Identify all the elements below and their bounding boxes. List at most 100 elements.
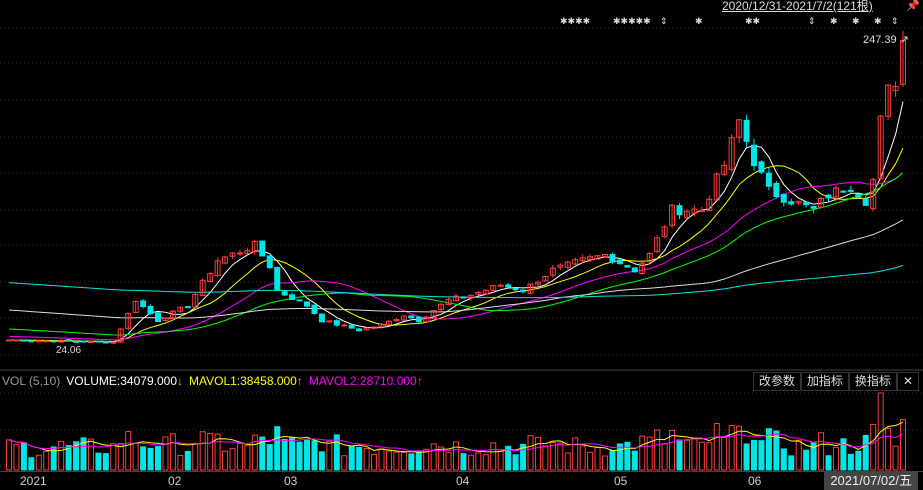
- volume-bar: [244, 444, 251, 471]
- volume-bar: [706, 442, 713, 471]
- date-range-link[interactable]: 2020/12/31-2021/7/2(121根): [722, 0, 873, 13]
- volume-bar: [475, 452, 482, 471]
- candle: [333, 320, 340, 326]
- volume-bar: [333, 434, 340, 471]
- candle: [721, 164, 728, 175]
- volume-bar: [73, 441, 80, 471]
- indicator-name[interactable]: VOL (5,10): [2, 374, 61, 388]
- candle: [527, 283, 534, 294]
- volume-bar: [438, 446, 445, 471]
- event-mark[interactable]: ✱: [852, 16, 860, 26]
- ma10-line: [8, 147, 904, 343]
- add-indicator-button[interactable]: 加指标: [800, 372, 849, 391]
- volume-bar: [691, 437, 698, 471]
- volume-bar: [505, 445, 512, 471]
- volume-bar: [177, 455, 184, 471]
- candle: [572, 259, 579, 265]
- volume-bar: [296, 441, 303, 471]
- candle: [117, 328, 124, 343]
- candle: [534, 281, 541, 285]
- event-mark[interactable]: ✱✱✱✱✱: [613, 16, 651, 26]
- candle: [765, 172, 772, 187]
- volume-bar: [832, 446, 839, 471]
- candle: [73, 340, 80, 343]
- volume-bar: [259, 436, 266, 471]
- candle: [691, 208, 698, 214]
- event-mark[interactable]: ⇕: [660, 16, 668, 26]
- volume-value: VOLUME:34079.000↓: [66, 374, 183, 388]
- candle: [669, 204, 676, 226]
- volume-bar: [624, 441, 631, 471]
- volume-bar: [736, 425, 743, 471]
- axis-label: 02: [168, 474, 182, 488]
- mavol2-value: MAVOL2:28710.000↑: [308, 374, 423, 388]
- candle: [80, 340, 87, 343]
- volume-bar: [289, 437, 296, 471]
- volume-bar: [631, 450, 638, 471]
- pin-icon[interactable]: 📌: [906, 0, 920, 12]
- candle: [58, 339, 65, 343]
- volume-bar: [415, 451, 422, 471]
- close-icon[interactable]: ✕: [896, 372, 919, 391]
- event-mark[interactable]: ✱✱✱✱: [560, 16, 591, 26]
- candle: [818, 197, 825, 208]
- volume-bar: [311, 440, 318, 471]
- candle: [95, 340, 102, 343]
- volume-bar: [43, 450, 50, 471]
- volume-bar: [788, 455, 795, 471]
- candle: [460, 296, 467, 299]
- candle: [408, 315, 415, 319]
- volume-bar: [393, 451, 400, 471]
- candle: [616, 259, 623, 265]
- candle: [28, 340, 35, 343]
- axis-label: 2021: [20, 474, 47, 488]
- candle: [214, 260, 221, 277]
- volume-bar: [222, 450, 229, 471]
- candle: [236, 252, 243, 255]
- candle: [371, 326, 378, 329]
- volume-bar: [371, 453, 378, 471]
- candle: [385, 320, 392, 326]
- volume-bar: [80, 437, 87, 471]
- volume-bar: [117, 442, 124, 471]
- candle: [549, 267, 556, 276]
- switch-indicator-button[interactable]: 换指标: [848, 372, 897, 391]
- volume-bar: [378, 448, 385, 471]
- candle: [445, 298, 452, 305]
- candle: [810, 205, 817, 209]
- candle: [244, 250, 251, 255]
- modify-params-button[interactable]: 改参数: [752, 372, 801, 391]
- volume-bar: [594, 446, 601, 471]
- volume-bar: [609, 450, 616, 471]
- volume-bar: [527, 435, 534, 471]
- candle: [557, 264, 564, 268]
- event-mark[interactable]: ⇕: [891, 16, 899, 26]
- event-mark[interactable]: ✱: [830, 16, 838, 26]
- volume-bar: [35, 454, 42, 471]
- candle: [490, 285, 497, 291]
- volume-bar: [229, 447, 236, 471]
- volume-bar: [274, 426, 281, 471]
- event-mark[interactable]: ✱: [874, 16, 882, 26]
- candle: [192, 293, 199, 308]
- candle: [222, 256, 229, 264]
- candle: [497, 284, 504, 287]
- candle: [631, 267, 638, 273]
- volume-bar: [892, 445, 899, 471]
- candle: [520, 289, 527, 293]
- volume-bar: [408, 453, 415, 471]
- event-mark[interactable]: ✱✱: [745, 16, 761, 26]
- event-mark[interactable]: ✱: [695, 16, 703, 26]
- volume-bar: [162, 436, 169, 471]
- candle: [736, 119, 743, 138]
- candle: [43, 340, 50, 343]
- volume-bar: [542, 445, 549, 471]
- volume-bar: [780, 448, 787, 471]
- candle: [900, 40, 906, 85]
- candle: [870, 178, 877, 210]
- candle: [453, 295, 459, 302]
- candle: [467, 294, 474, 299]
- volume-bar: [520, 443, 527, 471]
- event-mark[interactable]: ⇕: [808, 16, 816, 26]
